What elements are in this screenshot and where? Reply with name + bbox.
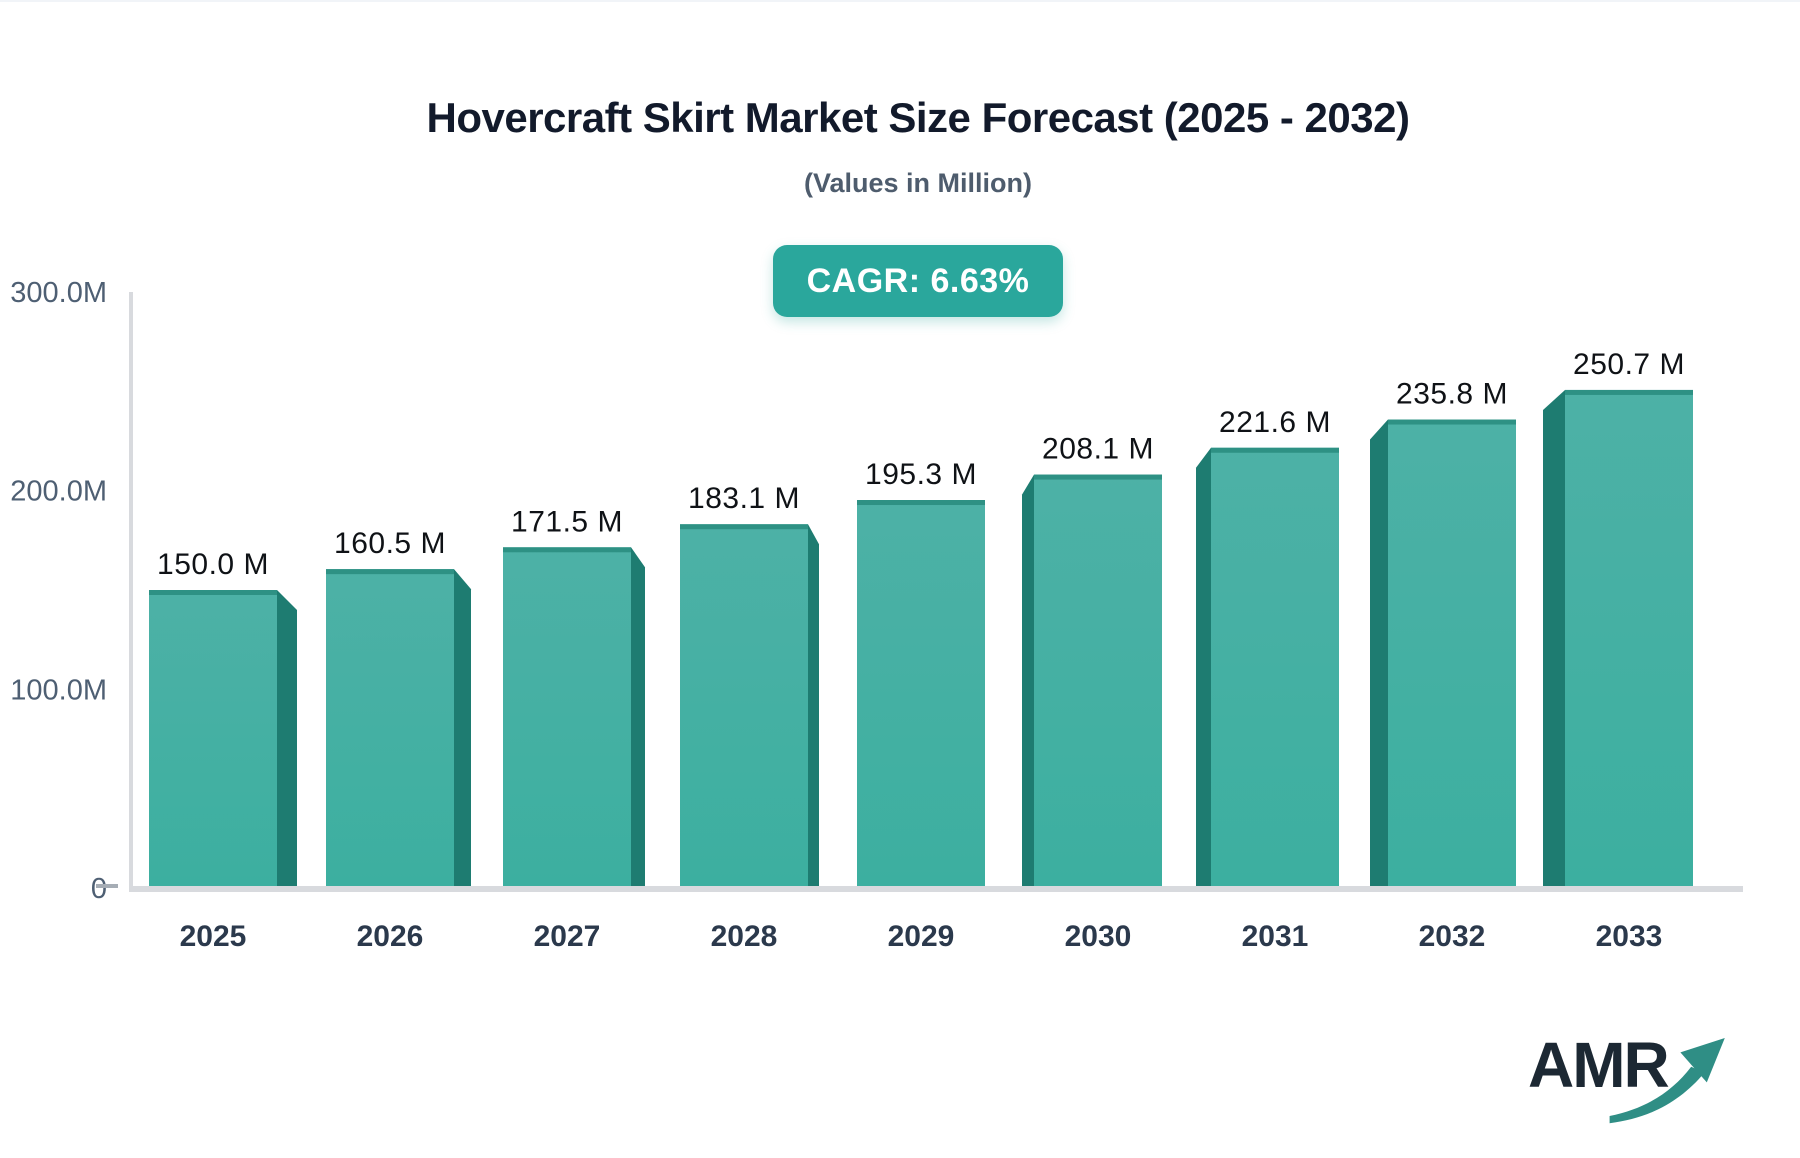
bar-top-edge: [503, 547, 631, 553]
bar-value-label: 171.5 M: [511, 505, 623, 538]
bar-side-face: [1370, 419, 1388, 888]
bar-top-edge: [857, 500, 985, 506]
bar-value-label: 183.1 M: [688, 482, 800, 515]
bar-value-label: 150.0 M: [157, 548, 269, 581]
x-axis-label: 2030: [1065, 920, 1132, 953]
x-axis-label: 2028: [711, 920, 778, 953]
bar-2025: 150.0 M 2025: [149, 548, 297, 953]
bar-side-face: [631, 547, 645, 888]
bar-2027: 171.5 M 2027: [503, 505, 645, 953]
y-axis-tick-label: 200.0M: [10, 476, 107, 508]
bar-side-face: [1543, 389, 1565, 888]
y-axis-tick-label: 300.0M: [10, 277, 107, 309]
bar-2031: 221.6 M 2031: [1196, 406, 1339, 953]
y-axis-tick-label: 100.0M: [10, 674, 107, 706]
bar-front-face: [680, 524, 808, 888]
bar-front-face: [1388, 419, 1516, 888]
bar-front-face: [1034, 474, 1162, 888]
bar-top-edge: [149, 590, 277, 595]
bar-value-label: 160.5 M: [334, 527, 446, 560]
bar-2026: 160.5 M 2026: [326, 527, 471, 953]
bar-top-edge: [1565, 389, 1693, 395]
bar-front-face: [503, 547, 631, 888]
x-axis-label: 2026: [357, 920, 424, 953]
x-axis-label: 2025: [180, 920, 247, 953]
bar-front-face: [1565, 389, 1693, 888]
cagr-badge-label: CAGR: 6.63%: [806, 262, 1030, 300]
bar-value-label: 208.1 M: [1042, 433, 1154, 466]
bar-side-face: [1022, 474, 1034, 888]
y-axis-tick-label: 0: [91, 873, 107, 905]
bar-value-label: 235.8 M: [1396, 378, 1508, 411]
bar-2029: 195.3 M 2029: [857, 458, 985, 953]
chart-header: Hovercraft Skirt Market Size Forecast (2…: [18, 94, 1800, 317]
x-axis-label: 2033: [1596, 920, 1663, 953]
amr-logo-text: AMR: [1528, 1029, 1670, 1101]
bar-value-label: 221.6 M: [1219, 406, 1331, 439]
bar-front-face: [326, 569, 454, 888]
y-axis-tick-mark: [96, 884, 118, 888]
bar-top-edge: [680, 524, 808, 530]
bar-front-face: [149, 590, 277, 888]
bar-value-label: 195.3 M: [865, 458, 977, 491]
bar-top-edge: [1388, 419, 1516, 425]
growth-arrow-icon: [1609, 1038, 1725, 1124]
bar-side-face: [454, 569, 471, 888]
bar-top-edge: [326, 569, 454, 575]
x-axis-label: 2031: [1242, 920, 1309, 953]
bar-side-face: [277, 590, 297, 888]
bar-front-face: [1211, 447, 1339, 888]
cagr-badge: CAGR: 6.63%: [772, 245, 1064, 317]
amr-logo: AMR: [1528, 1028, 1768, 1128]
y-axis-line: [129, 292, 133, 888]
x-axis-label: 2032: [1419, 920, 1486, 953]
chart-subtitle: (Values in Million): [803, 168, 1033, 198]
bar-side-face: [1196, 447, 1211, 888]
bar-top-edge: [1211, 447, 1339, 453]
x-axis-line: [129, 886, 1743, 892]
bar-2030: 208.1 M 2030: [1022, 433, 1162, 953]
bar-2032: 235.8 M 2032: [1370, 378, 1516, 953]
x-axis-label: 2027: [534, 920, 601, 953]
bar-value-label: 250.7 M: [1573, 348, 1685, 381]
bar-side-face: [808, 524, 819, 888]
bar-2028: 183.1 M 2028: [680, 482, 819, 953]
bar-front-face: [857, 500, 985, 888]
bar-2033: 250.7 M 2033: [1543, 348, 1693, 953]
page-title: Hovercraft Skirt Market Size Forecast (2…: [426, 94, 1410, 141]
x-axis-label: 2029: [888, 920, 955, 953]
bar-top-edge: [1034, 474, 1162, 480]
